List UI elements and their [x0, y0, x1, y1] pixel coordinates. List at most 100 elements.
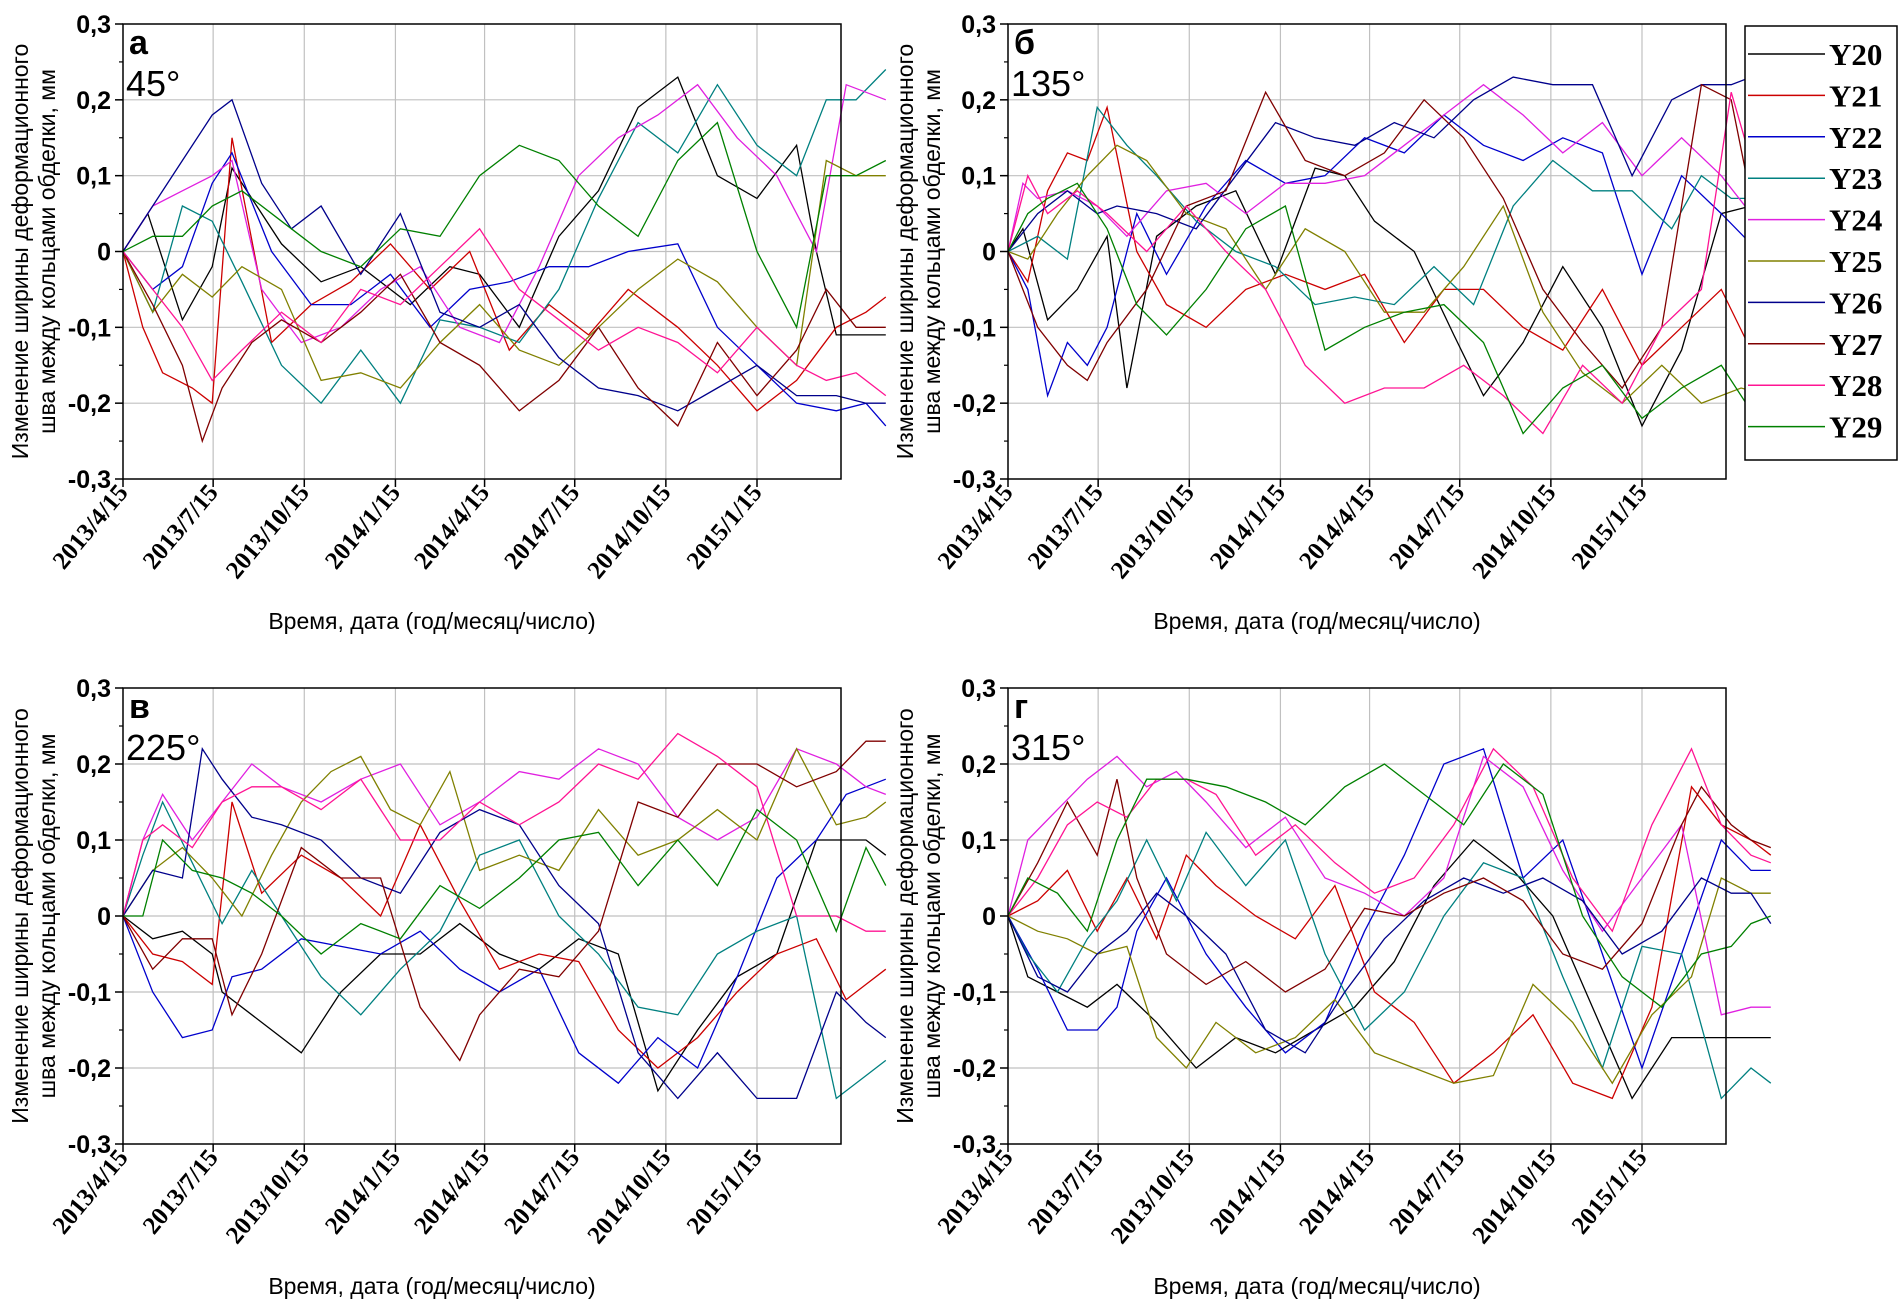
x-tick-label: 2014/7/15 [499, 480, 585, 575]
series-line-y28 [122, 732, 886, 932]
series-line-y21 [122, 801, 887, 1069]
series-line-y28 [122, 227, 887, 397]
y-tick-label: 0,1 [961, 827, 996, 855]
panel-letter: а [129, 24, 149, 62]
series-line-y23 [1007, 105, 1771, 306]
series-line-y27 [1007, 83, 1772, 390]
series-line-y28 [1007, 747, 1772, 933]
y-tick-label: 0,1 [961, 163, 996, 191]
y-tick-label: 0,2 [76, 751, 111, 779]
y-axis-title-line1: Изменение ширины деформационного [7, 708, 33, 1123]
y-axis-title-line1: Изменение ширины деформационного [892, 708, 918, 1123]
series-line-y24 [1007, 83, 1772, 252]
series-line-y25 [122, 747, 887, 918]
x-tick-label: 2014/7/15 [1384, 480, 1470, 575]
y-tick-label: -0,2 [68, 390, 111, 418]
legend: Y20 Y21 Y22 Y23 Y24 Y25 Y26 Y27 Y28 Y29 [1744, 25, 1898, 461]
y-axis-title-line2: шва между кольцами обделки, мм [34, 734, 60, 1099]
legend-item-y25: Y25 [1748, 244, 1882, 279]
series-line-y21 [122, 137, 887, 412]
x-tick-label: 2014/4/15 [409, 1145, 495, 1240]
x-tick-label: 2014/10/15 [1468, 480, 1562, 585]
panel-letter: в [129, 688, 150, 726]
y-tick-label: 0 [97, 239, 111, 267]
legend-item-y22: Y22 [1748, 120, 1882, 155]
legend-item-y26: Y26 [1748, 285, 1882, 320]
series-line-y23 [122, 69, 887, 405]
y-tick-label: -0,1 [953, 314, 996, 342]
y-tick-label: 0,3 [76, 11, 111, 39]
series-line-y26 [1007, 76, 1771, 252]
x-tick-label: 2014/1/15 [1205, 1145, 1291, 1240]
x-tick-label: 2015/1/15 [682, 1145, 768, 1240]
x-tick-label: 2014/1/15 [1205, 480, 1291, 575]
legend-label: Y28 [1829, 368, 1882, 403]
y-tick-label: -0,3 [953, 1131, 996, 1159]
panel-angle-label: 135° [1011, 63, 1085, 104]
series-line-y21 [1007, 785, 1772, 1100]
series-line-y29 [122, 121, 887, 330]
x-tick-label: 2014/1/15 [320, 1145, 406, 1240]
series-line-y23 [122, 800, 887, 1100]
x-tick-label: 2014/4/15 [1294, 1145, 1380, 1240]
legend-item-y21: Y21 [1748, 78, 1882, 113]
series-line-y22 [1007, 114, 1772, 399]
y-tick-label: -0,1 [68, 979, 111, 1007]
x-tick-label: 2015/1/15 [1567, 480, 1653, 575]
series-line-y24 [1007, 755, 1771, 1016]
panel-angle-label: 225° [126, 727, 200, 768]
x-tick-label: 2013/10/15 [1106, 480, 1200, 585]
legend-item-y24: Y24 [1748, 203, 1882, 238]
y-axis-title-line2: шва между кольцами обделки, мм [34, 69, 60, 434]
x-axis-title: Время, дата (год/месяц/число) [1153, 1273, 1480, 1299]
y-tick-label: 0 [97, 903, 111, 931]
y-tick-label: 0,2 [961, 87, 996, 115]
y-tick-label: 0,3 [961, 11, 996, 39]
series-line-y28 [1007, 92, 1771, 435]
x-tick-label: 2014/10/15 [1468, 1145, 1562, 1250]
x-tick-label: 2013/10/15 [221, 480, 315, 585]
legend-item-y29: Y29 [1748, 410, 1882, 445]
series-line-y29 [1007, 182, 1771, 435]
y-tick-label: -0,1 [953, 979, 996, 1007]
y-tick-label: -0,2 [953, 390, 996, 418]
y-tick-label: -0,3 [68, 466, 111, 494]
series-line-y21 [1007, 105, 1772, 367]
x-tick-label: 2013/10/15 [1106, 1145, 1200, 1250]
x-tick-label: 2014/4/15 [1294, 480, 1380, 575]
y-tick-label: 0 [982, 239, 996, 267]
panel-letter: б [1014, 24, 1035, 62]
y-tick-label: -0,3 [68, 1131, 111, 1159]
legend-label: Y21 [1829, 78, 1882, 113]
series-line-y22 [122, 151, 887, 427]
y-axis-title-line2: шва между кольцами обделки, мм [919, 734, 945, 1099]
y-tick-label: -0,2 [68, 1055, 111, 1083]
series-line-y25 [1007, 144, 1771, 405]
x-tick-label: 2013/7/15 [1023, 1145, 1109, 1240]
panel-angle-label: 315° [1011, 727, 1085, 768]
legend-label: Y25 [1829, 244, 1882, 279]
series-line-y26 [122, 98, 886, 412]
x-tick-label: 2015/1/15 [1567, 1145, 1653, 1240]
x-axis-title: Время, дата (год/месяц/число) [1153, 608, 1480, 634]
legend-label: Y22 [1829, 120, 1882, 155]
legend-label: Y20 [1829, 37, 1882, 72]
series-line-y20 [122, 839, 887, 1093]
series-line-y20 [1007, 839, 1771, 1100]
legend-label: Y24 [1829, 203, 1882, 238]
y-axis-title-line1: Изменение ширины деформационного [892, 44, 918, 459]
series-line-y24 [122, 83, 887, 344]
x-axis-title: Время, дата (год/месяц/число) [268, 608, 595, 634]
legend-item-y28: Y28 [1748, 368, 1882, 403]
series-line-y26 [122, 747, 887, 1100]
series-line-y23 [1007, 831, 1772, 1100]
legend-label: Y27 [1829, 327, 1882, 362]
y-tick-label: 0,2 [76, 87, 111, 115]
x-tick-label: 2014/4/15 [409, 480, 495, 575]
legend-item-y23: Y23 [1748, 161, 1882, 196]
series-line-y22 [1007, 747, 1771, 1070]
